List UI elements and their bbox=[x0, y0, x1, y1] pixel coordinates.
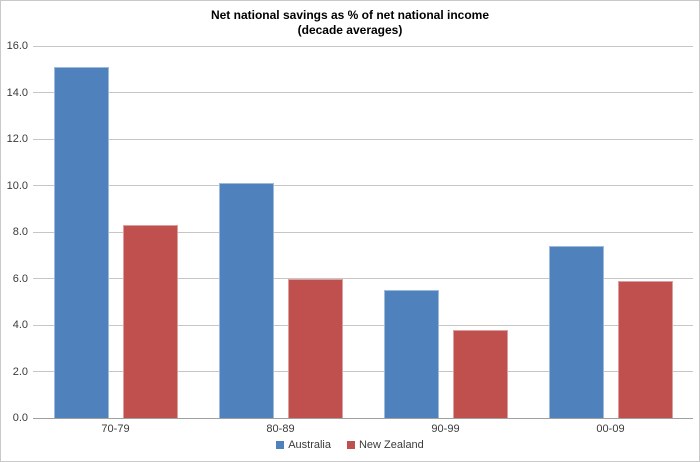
legend-swatch-new-zealand bbox=[346, 441, 355, 449]
y-axis-tick-label: 0.0 bbox=[12, 412, 28, 424]
gridline bbox=[33, 231, 693, 233]
gridline bbox=[33, 185, 693, 186]
bar-new-zealand-80-89 bbox=[287, 278, 343, 418]
chart-subtitle: (decade averages) bbox=[297, 23, 403, 37]
x-axis-tick-label: 00-09 bbox=[596, 423, 625, 435]
bar-australia-00-09 bbox=[548, 245, 604, 418]
bar-new-zealand-00-09 bbox=[617, 280, 673, 418]
y-axis-tick-label: 10.0 bbox=[6, 179, 28, 192]
plot-area bbox=[33, 45, 693, 419]
bar-australia-70-79 bbox=[53, 66, 109, 418]
y-axis-tick-label: 14.0 bbox=[6, 86, 28, 99]
x-axis-tick-label: 80-89 bbox=[266, 423, 295, 435]
bar-australia-80-89 bbox=[218, 183, 274, 418]
legend-item-new-zealand: New Zealand bbox=[346, 439, 424, 451]
x-axis-tick-label: 90-99 bbox=[431, 423, 460, 435]
y-axis-tick-label: 8.0 bbox=[12, 226, 28, 238]
bar-new-zealand-70-79 bbox=[122, 225, 178, 418]
gridline bbox=[33, 45, 693, 47]
gridline bbox=[33, 138, 693, 140]
y-axis-tick-label: 16.0 bbox=[6, 40, 28, 52]
gridline bbox=[33, 92, 693, 93]
bar-australia-90-99 bbox=[383, 290, 439, 418]
legend: Australia New Zealand bbox=[1, 439, 699, 451]
gridline bbox=[33, 324, 693, 326]
gridline bbox=[33, 371, 693, 372]
legend-swatch-australia bbox=[276, 441, 285, 449]
y-axis-tick-label: 4.0 bbox=[12, 319, 28, 331]
legend-item-australia: Australia bbox=[276, 439, 331, 451]
y-axis-tick-label: 6.0 bbox=[12, 272, 28, 285]
legend-label-australia: Australia bbox=[288, 439, 331, 451]
y-axis-tick-label: 12.0 bbox=[6, 133, 28, 145]
chart-title: Net national savings as % of net nationa… bbox=[210, 8, 490, 22]
y-axis-tick-label: 2.0 bbox=[12, 365, 28, 378]
gridline bbox=[33, 278, 693, 279]
legend-label-new-zealand: New Zealand bbox=[358, 439, 424, 451]
x-axis-tick-label: 70-79 bbox=[101, 423, 130, 435]
bar-new-zealand-90-99 bbox=[452, 329, 508, 418]
x-axis-line bbox=[33, 417, 693, 419]
